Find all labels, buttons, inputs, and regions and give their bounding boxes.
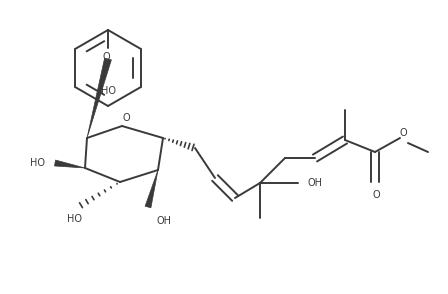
- Text: O: O: [399, 128, 407, 138]
- Text: O: O: [102, 52, 110, 62]
- Polygon shape: [87, 58, 112, 138]
- Text: OH: OH: [308, 178, 323, 188]
- Text: HO: HO: [30, 158, 45, 168]
- Text: HO: HO: [66, 214, 82, 224]
- Text: O: O: [372, 190, 380, 200]
- Polygon shape: [145, 170, 158, 208]
- Text: HO: HO: [100, 86, 116, 96]
- Text: OH: OH: [156, 216, 171, 226]
- Polygon shape: [55, 160, 85, 168]
- Text: O: O: [122, 113, 130, 123]
